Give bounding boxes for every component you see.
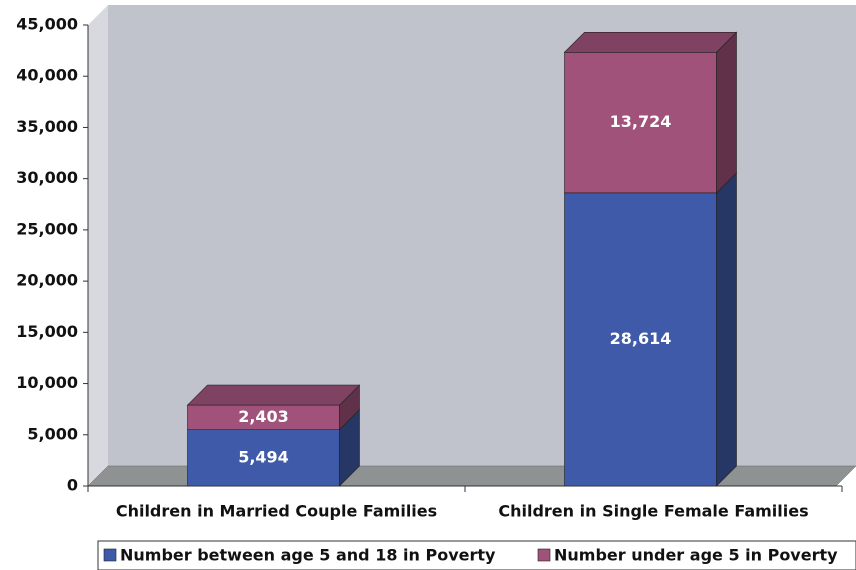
bar-front (564, 192, 717, 487)
bar-segment (564, 172, 737, 487)
bar-top (563, 31, 738, 53)
side-wall (88, 5, 108, 486)
y-tick-label: 45,000 (16, 15, 78, 34)
value-label: 2,403 (238, 407, 289, 426)
bar-top (186, 384, 361, 406)
x-tick-label: Children in Married Couple Families (116, 502, 437, 521)
bar-side (716, 31, 737, 194)
y-tick-label: 20,000 (16, 271, 78, 290)
x-tick-label: Children in Single Female Families (498, 502, 808, 521)
y-tick-label: 15,000 (16, 322, 78, 341)
bar-front (187, 429, 340, 487)
y-tick-label: 35,000 (16, 117, 78, 136)
bar-segment (563, 31, 738, 194)
value-label: 13,724 (610, 112, 672, 131)
legend-label: Number under age 5 in Poverty (554, 546, 838, 565)
value-label: 28,614 (610, 329, 672, 348)
bar-segment (186, 384, 361, 431)
bar-front (564, 51, 717, 194)
bar-side (716, 172, 737, 487)
y-tick-label: 25,000 (16, 219, 78, 238)
y-tick-label: 0 (67, 476, 78, 495)
y-tick-label: 40,000 (16, 66, 78, 85)
bar-segment (187, 408, 360, 487)
legend-swatch (537, 548, 551, 562)
y-tick-label: 30,000 (16, 168, 78, 187)
legend-label: Number between age 5 and 18 in Poverty (120, 546, 496, 565)
value-label: 5,494 (238, 447, 289, 466)
y-tick-label: 5,000 (27, 424, 78, 443)
y-tick-label: 10,000 (16, 373, 78, 392)
legend-swatch (103, 548, 117, 562)
legend (97, 540, 856, 570)
